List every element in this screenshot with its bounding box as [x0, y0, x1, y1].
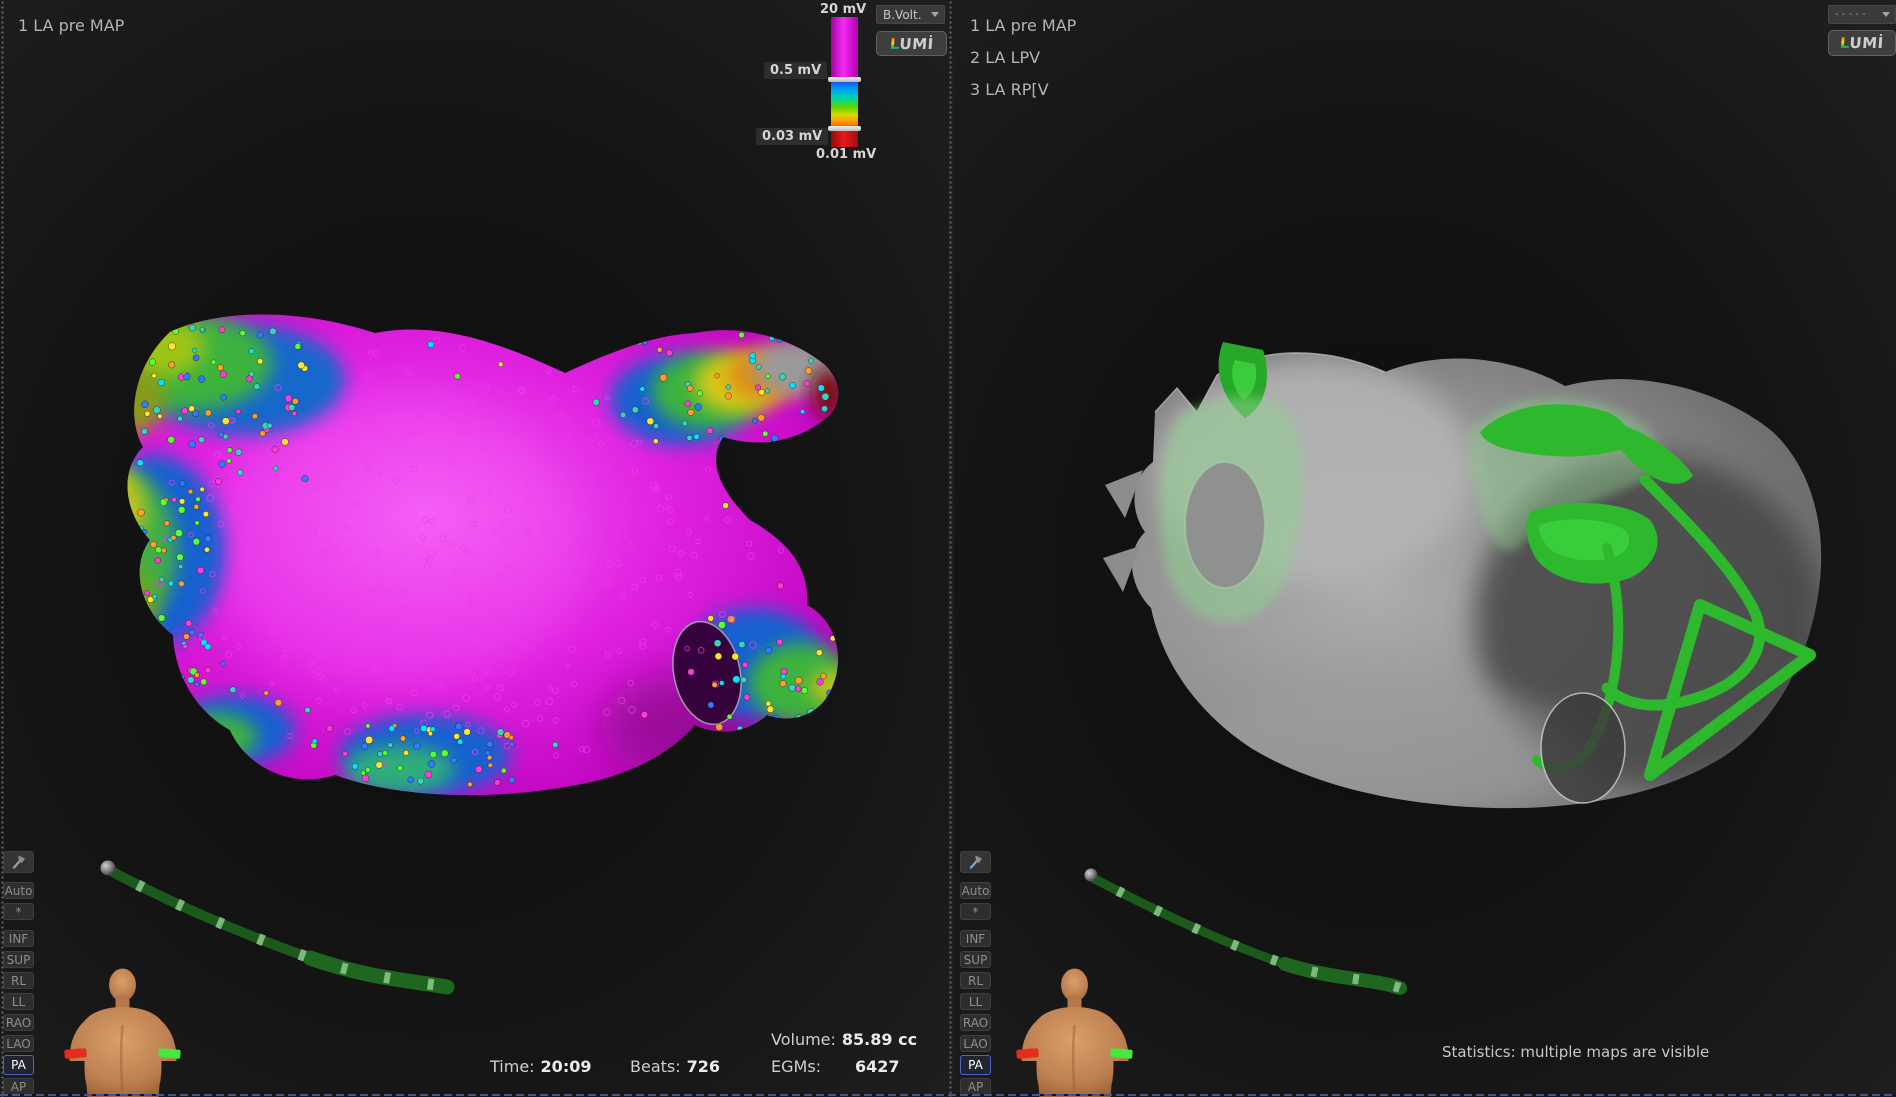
map-list-item-1[interactable]: 1 LA pre MAP	[970, 16, 1077, 35]
alignment-tool-button[interactable]	[3, 851, 34, 873]
right-map-dropdown[interactable]: - - - - -	[1828, 5, 1896, 24]
catheter-shaft	[1084, 868, 1407, 995]
orientation-button-rao[interactable]: RAO	[960, 1014, 991, 1031]
catheter-tip-sphere	[1084, 868, 1098, 882]
statistics-note: Statistics: multiple maps are visible	[1442, 1043, 1710, 1061]
torso-orientation-figure	[1016, 968, 1133, 1097]
map-egms-stat: EGMs: 6427	[771, 1057, 900, 1076]
orientation-button-sup[interactable]: SUP	[3, 951, 34, 968]
map-time-stat: Time: 20:09	[490, 1057, 592, 1076]
lumipoint-label: LUMİ	[1839, 34, 1885, 52]
scale-mid-segment	[831, 79, 858, 129]
shell-left-ridges	[1103, 470, 1143, 592]
scale-max-label: 20 mV	[820, 2, 867, 17]
orientation-button-rao[interactable]: RAO	[3, 1014, 34, 1031]
chevron-down-icon	[1882, 12, 1890, 17]
lpv-map-overlay	[1159, 342, 1304, 622]
alignment-tool-button[interactable]	[960, 851, 991, 873]
orientation-button-ap[interactable]: AP	[960, 1078, 991, 1095]
orientation-button-column: Auto * INF SUP RL LL RAO LAO PA AP	[3, 851, 34, 1095]
right-lumipoint-button[interactable]: LUMİ	[1828, 30, 1896, 56]
chevron-down-icon	[931, 12, 939, 17]
orientation-button-ll[interactable]: LL	[960, 993, 991, 1010]
right-arm-green-band	[1110, 1048, 1133, 1059]
orientation-button-asterisk[interactable]: *	[960, 903, 991, 920]
lumipoint-button[interactable]: LUMİ	[876, 31, 947, 56]
catheter-tip-sphere	[100, 860, 116, 876]
orientation-button-pa-selected[interactable]: PA	[960, 1055, 991, 1075]
map-volume-stat: Volume: 85.89 cc	[771, 1030, 918, 1049]
scale-low-segment	[831, 129, 858, 147]
orientation-button-ll[interactable]: LL	[3, 993, 34, 1010]
left-arm-red-band	[64, 1048, 87, 1059]
voltage-map-3d[interactable]	[95, 305, 855, 795]
scale-high-segment	[831, 17, 858, 79]
scale-lower-threshold[interactable]: 0.03 mV	[756, 128, 829, 145]
orientation-button-inf[interactable]: INF	[960, 930, 991, 947]
map-type-dropdown-value: B.Volt.	[883, 7, 922, 22]
lumipoint-label: LUMİ	[888, 34, 934, 53]
orientation-button-sup[interactable]: SUP	[960, 951, 991, 968]
left-panel-title: 1 LA pre MAP	[18, 16, 125, 35]
map-list-item-3[interactable]: 3 LA RP[V	[970, 80, 1049, 99]
map-list-item-2[interactable]: 2 LA LPV	[970, 48, 1041, 67]
scale-min-label: 0.01 mV	[816, 147, 877, 162]
orientation-button-lao[interactable]: LAO	[960, 1035, 991, 1052]
orientation-button-lao[interactable]: LAO	[3, 1035, 34, 1052]
orientation-button-ap[interactable]: AP	[3, 1078, 34, 1095]
scale-upper-threshold[interactable]: 0.5 mV	[764, 62, 828, 79]
screen-left-dotted-border	[0, 0, 5, 1097]
scale-upper-tick[interactable]	[828, 77, 861, 82]
orientation-button-inf[interactable]: INF	[3, 930, 34, 947]
right-arm-green-band	[158, 1048, 181, 1059]
catheter-shaft	[100, 860, 455, 995]
viewport-divider[interactable]	[948, 0, 953, 1097]
orientation-button-column: Auto * INF SUP RL LL RAO LAO PA AP	[960, 851, 991, 1095]
orientation-button-rl[interactable]: RL	[960, 972, 991, 989]
torso-head	[109, 968, 136, 1002]
orientation-button-pa-selected[interactable]: PA	[3, 1055, 34, 1075]
anatomy-shell-map-3d[interactable]	[1085, 315, 1845, 815]
hammer-icon	[969, 855, 982, 869]
right-map-dropdown-value: - - - - -	[1835, 9, 1866, 20]
map-beats-stat: Beats: 726	[630, 1057, 721, 1076]
left-map-viewport[interactable]: 1 LA pre MAP 20 mV 0.5 mV 0.03 mV 0.01 m…	[0, 0, 948, 1097]
orientation-button-asterisk[interactable]: *	[3, 903, 34, 920]
orientation-button-auto[interactable]: Auto	[3, 882, 34, 899]
rpv-map-overlay	[1467, 397, 1816, 804]
scale-lower-tick[interactable]	[828, 126, 861, 131]
right-map-viewport[interactable]: 1 LA pre MAP 2 LA LPV 3 LA RP[V - - - - …	[954, 0, 1896, 1097]
left-arm-red-band	[1016, 1048, 1039, 1059]
hammer-icon	[12, 855, 25, 869]
voltage-color-bar	[828, 17, 861, 147]
orientation-button-rl[interactable]: RL	[3, 972, 34, 989]
viewport-bottom-selection-border	[0, 1094, 1896, 1096]
map-type-dropdown[interactable]: B.Volt.	[876, 5, 945, 24]
torso-orientation-figure	[64, 968, 181, 1097]
orientation-button-auto[interactable]: Auto	[960, 882, 991, 899]
